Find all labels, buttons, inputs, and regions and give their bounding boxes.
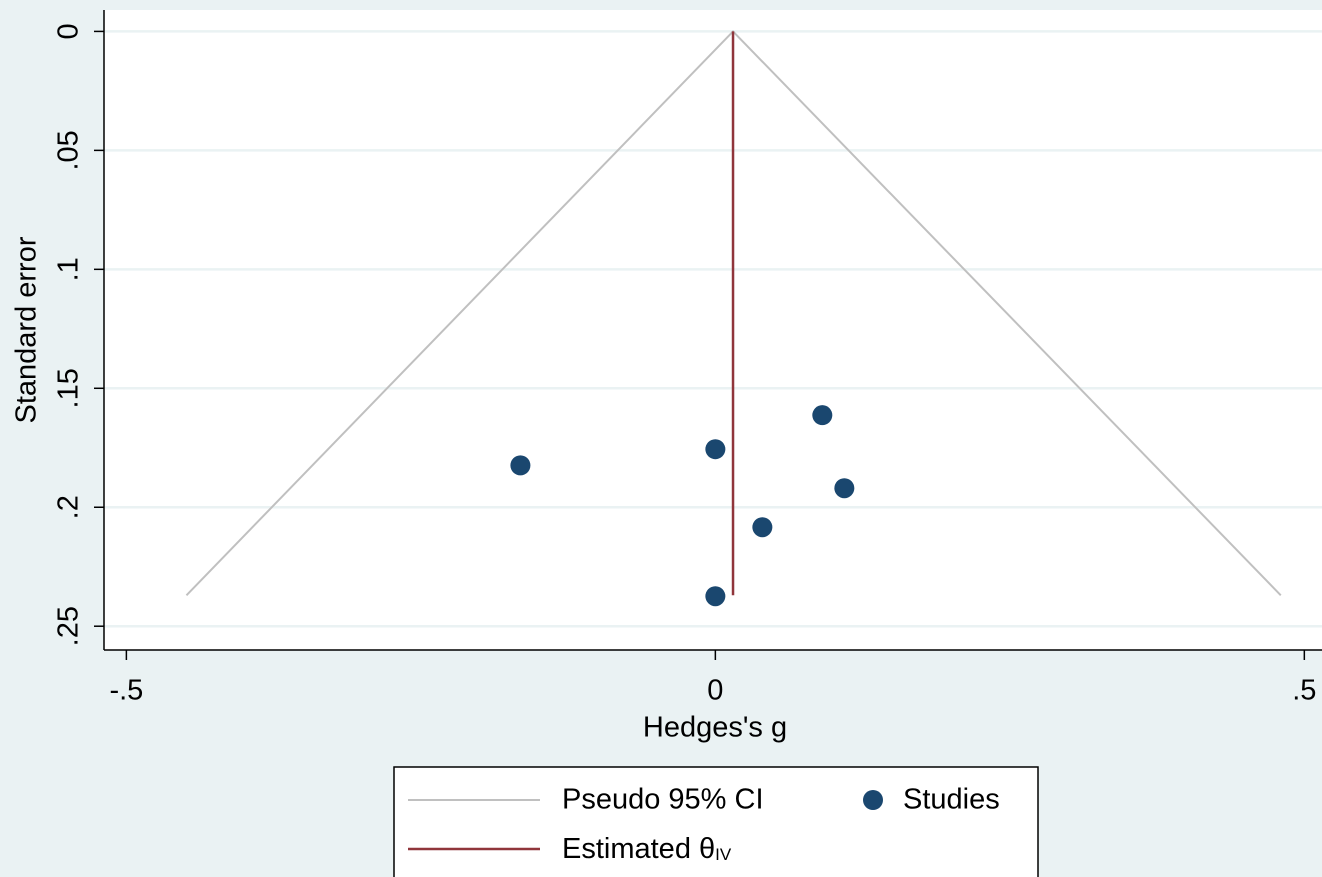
- legend-label: Studies: [903, 784, 1000, 816]
- point: [705, 586, 726, 607]
- legend: [393, 766, 1039, 877]
- legend-marker: [863, 790, 883, 810]
- y-axis-title: Standard error: [11, 236, 43, 423]
- point: [752, 517, 773, 538]
- y-tick-label: .1: [53, 257, 85, 281]
- y-tick-label: .25: [53, 606, 85, 646]
- point: [812, 405, 833, 426]
- legend-label: Pseudo 95% CI: [562, 784, 764, 816]
- x-axis-title: Hedges's g: [643, 712, 787, 744]
- x-tick-label: 0: [707, 675, 723, 707]
- point: [705, 439, 726, 460]
- y-tick-label: .15: [53, 368, 85, 408]
- point: [834, 478, 855, 499]
- x-tick-label: -.5: [109, 675, 143, 707]
- y-tick-label: .05: [53, 130, 85, 170]
- y-tick-label: 0: [53, 23, 85, 39]
- plot-area: [104, 10, 1322, 650]
- x-tick-label: .5: [1292, 675, 1316, 707]
- y-tick-label: .2: [53, 495, 85, 519]
- legend-label-subscript: IV: [715, 845, 732, 864]
- line: [185, 29, 1282, 596]
- legend-label-main: Estimated θ: [562, 833, 715, 865]
- point: [510, 455, 531, 476]
- legend-label: Estimated θIV: [562, 833, 732, 865]
